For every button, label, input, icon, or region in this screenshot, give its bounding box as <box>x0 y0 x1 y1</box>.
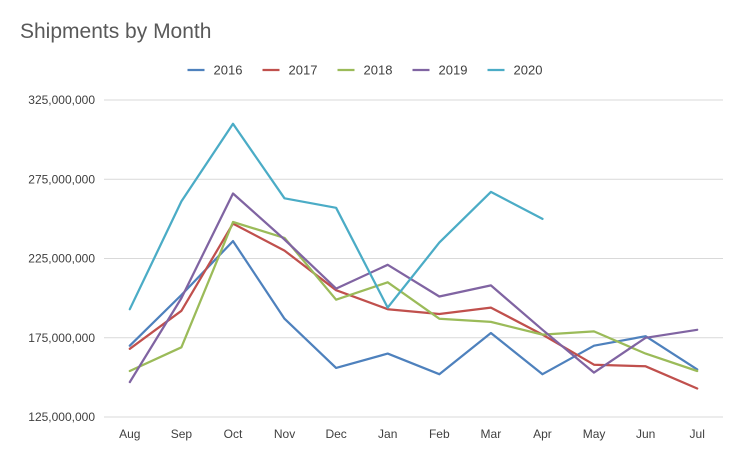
x-tick-label: May <box>583 427 606 441</box>
x-tick-label: Apr <box>533 427 552 441</box>
x-tick-label: Feb <box>429 427 450 441</box>
series-line-2016 <box>128 239 699 376</box>
y-tick-label: 125,000,000 <box>28 410 95 424</box>
legend-label-2016: 2016 <box>214 63 243 78</box>
x-tick-label: Jul <box>690 427 705 441</box>
y-tick-label: 175,000,000 <box>28 331 95 345</box>
legend-label-2018: 2018 <box>364 63 393 78</box>
y-tick-label: 325,000,000 <box>28 93 95 107</box>
series-line-2020 <box>128 122 544 311</box>
series-line-2019 <box>128 192 699 384</box>
x-tick-label: Jan <box>378 427 397 441</box>
legend-label-2020: 2020 <box>514 63 543 78</box>
x-tick-label: Oct <box>224 427 243 441</box>
x-tick-label: Jun <box>636 427 655 441</box>
chart-title: Shipments by Month <box>20 20 212 43</box>
series-line-2018 <box>128 220 699 373</box>
x-tick-label: Mar <box>481 427 502 441</box>
x-tick-label: Aug <box>119 427 140 441</box>
series-line-2017 <box>128 222 699 390</box>
x-tick-label: Nov <box>274 427 295 441</box>
x-tick-label: Dec <box>325 427 346 441</box>
y-tick-label: 275,000,000 <box>28 172 95 186</box>
legend-label-2019: 2019 <box>439 63 468 78</box>
legend-label-2017: 2017 <box>289 63 318 78</box>
x-tick-label: Sep <box>171 427 193 441</box>
y-tick-label: 225,000,000 <box>28 252 95 266</box>
